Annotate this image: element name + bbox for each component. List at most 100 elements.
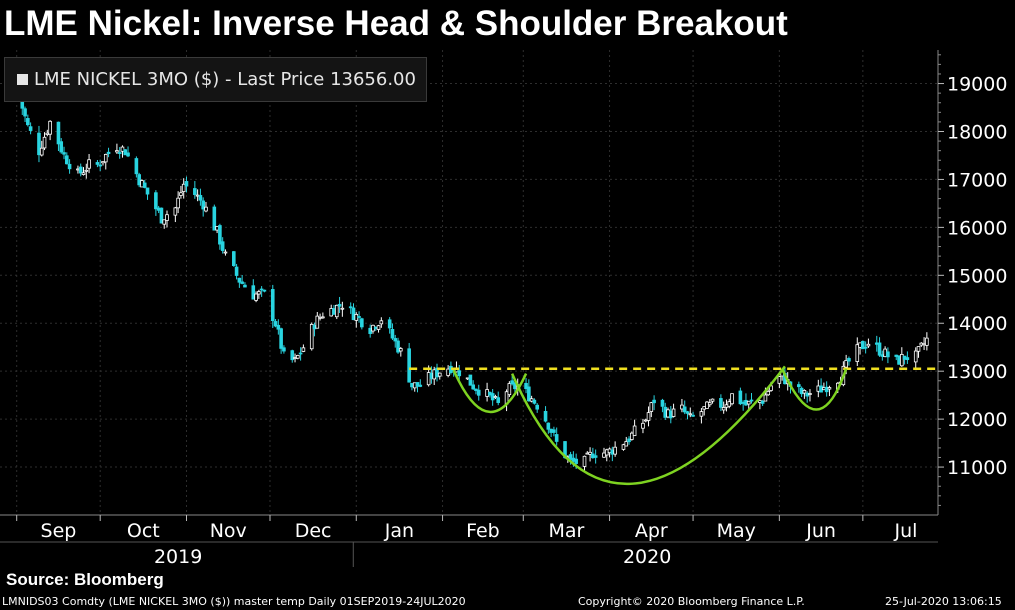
candle-body: [874, 342, 879, 345]
chart-title: LME Nickel: Inverse Head & Shoulder Brea…: [4, 4, 788, 43]
candle-body: [646, 412, 651, 421]
candle-body: [819, 385, 823, 393]
candle-body: [902, 355, 907, 360]
candle-body: [393, 338, 398, 342]
candle-body: [649, 402, 654, 412]
candle-body: [321, 316, 325, 319]
candle-body: [215, 226, 219, 231]
candle-body: [802, 390, 807, 394]
y-tick-label: 14000: [947, 313, 1007, 335]
candle-body: [123, 149, 128, 156]
candle-body: [730, 393, 734, 405]
candle-body: [652, 399, 656, 404]
year-label-2020: 2020: [623, 546, 671, 568]
candle-body: [334, 304, 339, 318]
candle-body: [691, 414, 695, 417]
candle-body: [37, 132, 41, 156]
candle-body: [797, 384, 801, 388]
candle-body: [204, 206, 208, 212]
candle-body: [824, 386, 829, 393]
candle-body: [81, 172, 86, 175]
candle-body: [432, 369, 437, 380]
candle-body: [925, 337, 929, 346]
candle-body: [198, 195, 203, 201]
y-tick-label: 12000: [947, 409, 1007, 431]
candle-body: [259, 288, 264, 291]
candle-body: [251, 285, 256, 300]
candle-body: [660, 399, 665, 407]
y-tick-label: 13000: [947, 361, 1007, 383]
candle-body: [62, 152, 66, 155]
candle-body: [549, 428, 553, 433]
candle-body: [758, 400, 762, 403]
candle-body: [142, 182, 147, 188]
y-tick-label: 18000: [947, 121, 1007, 143]
candle-body: [418, 384, 423, 387]
candle-body: [48, 120, 52, 135]
candle-body: [184, 181, 189, 187]
candle-body: [457, 370, 462, 377]
legend-label: LME NICKEL 3MO ($) - Last Price 13656.00: [34, 69, 416, 90]
candle-body: [296, 355, 300, 359]
candle-body: [883, 348, 887, 358]
candle-body: [309, 323, 314, 350]
footer-timestamp: 25-Jul-2020 13:06:15: [885, 595, 1002, 608]
y-tick-label: 19000: [947, 74, 1007, 96]
x-tick-label: Apr: [635, 520, 668, 542]
candle-body: [591, 453, 595, 459]
candle-body: [746, 400, 751, 405]
candle-body: [624, 441, 629, 447]
candle-body: [861, 340, 865, 350]
candle-body: [476, 389, 481, 396]
candle-body: [808, 393, 812, 395]
candle-body: [855, 344, 860, 362]
candle-body: [446, 368, 450, 376]
candle-body: [816, 385, 821, 392]
candle-body: [173, 207, 178, 216]
candle-body: [315, 315, 320, 329]
candle-body: [604, 449, 609, 456]
candle-body: [922, 343, 926, 346]
candle-body: [680, 404, 684, 410]
candle-body: [799, 387, 804, 395]
candle-body: [671, 408, 676, 417]
x-tick-label: Mar: [548, 520, 584, 542]
candle-body: [67, 163, 72, 170]
x-tick-label: May: [717, 520, 756, 542]
candle-body: [301, 347, 306, 352]
candle-body: [243, 284, 247, 288]
candle-body: [863, 346, 868, 349]
candle-body: [332, 308, 336, 315]
candle-body: [822, 387, 826, 391]
candle-body: [390, 328, 395, 339]
y-tick-label: 15000: [947, 265, 1007, 287]
candle-body: [913, 350, 918, 363]
candle-body: [201, 200, 205, 210]
candle-body: [777, 376, 782, 384]
candle-body: [763, 394, 768, 402]
candle-body: [337, 303, 342, 307]
candle-body: [727, 401, 732, 407]
year-label-2019: 2019: [154, 546, 202, 568]
candle-body: [120, 146, 125, 152]
candle-body: [76, 168, 80, 171]
candle-body: [254, 293, 258, 301]
candle-body: [65, 155, 69, 165]
candle-body: [237, 277, 242, 283]
candle-body: [663, 406, 668, 418]
candle-body: [621, 444, 626, 450]
candle-body: [493, 396, 498, 399]
candle-body: [897, 355, 901, 365]
candle-body: [329, 308, 334, 317]
candle-body: [685, 411, 690, 414]
candle-body: [95, 162, 100, 165]
candle-body: [354, 314, 359, 321]
candlestick-chart: 11000 12000 13000 14000 15000 16000 17000 18000…: [0, 50, 1007, 568]
candle-body: [126, 152, 130, 157]
candle-body: [98, 164, 103, 167]
candle-body: [270, 289, 275, 322]
legend: LME NICKEL 3MO ($) - Last Price 13656.00: [4, 57, 427, 102]
candle-body: [84, 169, 89, 172]
candle-body: [282, 347, 286, 352]
candle-body: [668, 410, 673, 419]
